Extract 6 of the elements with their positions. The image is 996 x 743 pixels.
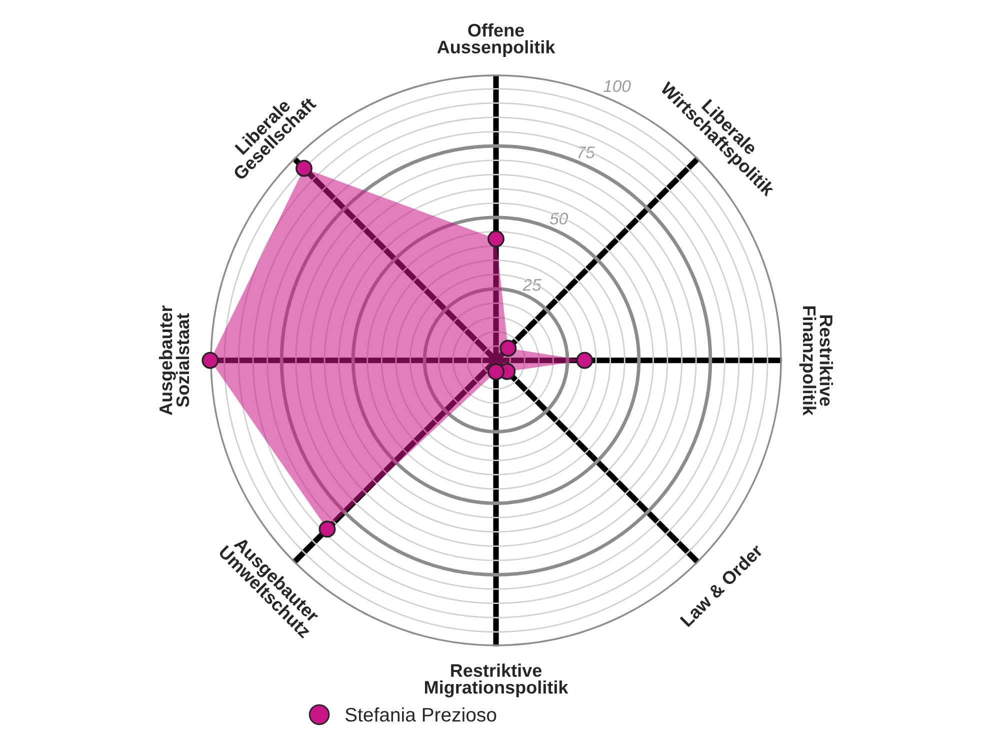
legend-label: Stefania Prezioso [345, 707, 496, 722]
spoke-label: Ausgebauter Sozialstaat [158, 305, 190, 416]
spoke-label: Offene Aussenpolitik [437, 23, 556, 58]
spoke-label: Restriktive Finanzpolitik [799, 306, 833, 416]
y-tick-label: 100 [604, 80, 631, 92]
spoke-label: Restriktive Migrationspolitik [425, 664, 568, 698]
